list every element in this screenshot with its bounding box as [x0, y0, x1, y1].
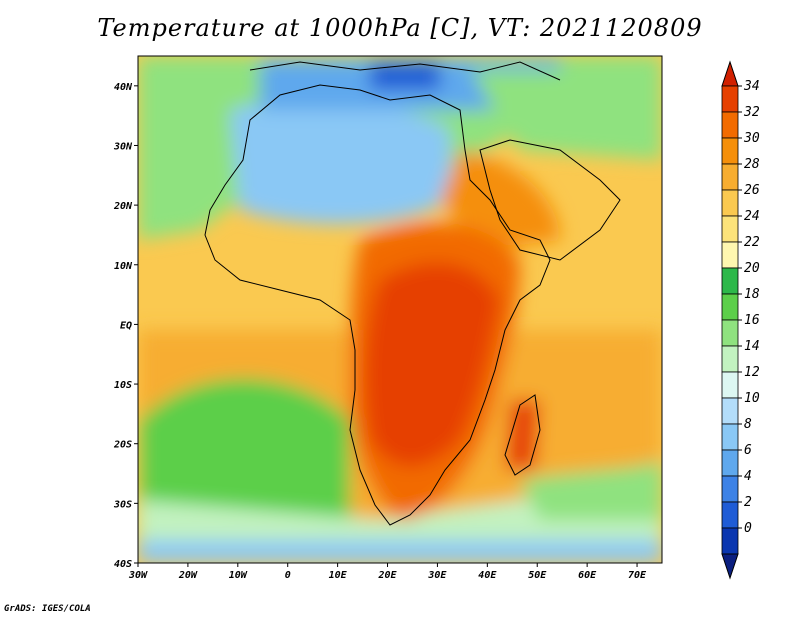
colorbar-tick-label: 26	[744, 183, 760, 198]
chart-title: Temperature at 1000hPa [C], VT: 20211208…	[97, 14, 703, 42]
colorbar-tick-label: 8	[744, 417, 752, 432]
colorbar-tick-label: 28	[744, 157, 760, 172]
y-tick-label: 30N	[113, 141, 133, 152]
colorbar-segment	[721, 527, 739, 555]
field-north-cold	[370, 60, 440, 90]
x-tick-label: 10E	[329, 570, 348, 581]
colorbar-tick-label: 22	[744, 235, 760, 250]
coastlines	[204, 61, 621, 526]
colorbar-tick-label: 20	[744, 261, 760, 276]
colorbar-tick-label: 6	[744, 443, 752, 458]
x-tick-label: 40E	[478, 570, 497, 581]
colorbar-segment	[721, 397, 739, 425]
colorbar-segment	[721, 241, 739, 269]
colorbar-tick-label: 14	[744, 339, 760, 354]
x-tick-label: 30W	[128, 570, 148, 581]
x-tick-label: 0	[285, 570, 291, 581]
x-tick-label: 50E	[528, 570, 547, 581]
field-middle-east	[470, 70, 662, 160]
field-central-africa-hot	[364, 262, 500, 467]
colorbar-tick-label: 24	[744, 209, 760, 224]
colorbar-tick-label: 4	[744, 469, 752, 484]
colorbar-segment	[721, 371, 739, 399]
colorbar-tick-label: 32	[743, 105, 760, 120]
x-tick-label: 10W	[229, 570, 248, 581]
arabia-coastline	[479, 139, 621, 261]
europe-coastline	[249, 61, 561, 81]
madagascar-coastline	[504, 394, 541, 476]
x-tick-label: 20E	[377, 570, 397, 581]
y-tick-label: 10S	[114, 380, 132, 391]
colorbar-segment	[721, 267, 739, 295]
colorbar-segment	[721, 163, 739, 191]
colorbar-segment	[721, 189, 739, 217]
colorbar-segment	[721, 111, 739, 139]
x-tick-label: 70E	[628, 570, 647, 581]
colorbar-segment	[721, 85, 739, 113]
colorbar-top-arrow	[721, 60, 739, 87]
colorbar-segment	[721, 423, 739, 451]
colorbar-tick-label: 34	[743, 79, 760, 94]
colorbar-segment	[721, 319, 739, 347]
x-tick-label: 30E	[427, 570, 447, 581]
x-tick-label: 60E	[578, 570, 597, 581]
y-tick-label: 20N	[113, 201, 133, 212]
field-red-sea-warm	[440, 150, 560, 250]
colorbar-segment	[721, 215, 739, 243]
colorbar-bottom-arrow	[721, 553, 739, 580]
map-frame	[137, 55, 663, 564]
colorbar-tick-label: 2	[744, 495, 752, 510]
y-tick-label: 10N	[114, 261, 133, 272]
field-south-atlantic-green	[140, 378, 350, 540]
temperature-field	[138, 56, 662, 563]
field-madagascar	[505, 400, 540, 470]
colorbar-segment	[721, 449, 739, 477]
colorbar-tick-label: 16	[744, 313, 760, 328]
field-sahara-cool	[230, 99, 450, 224]
field-southern-ocean	[138, 540, 662, 563]
colorbar-segment	[721, 137, 739, 165]
y-tick-label: 40S	[114, 559, 132, 570]
y-tick-label: EQ	[120, 320, 132, 331]
y-tick-label: 20S	[113, 440, 132, 451]
africa-coastline	[204, 84, 551, 526]
field-south-indian-green	[520, 460, 662, 520]
credit-label: GrADS: IGES/COLA	[4, 604, 91, 614]
colorbar-segment	[721, 293, 739, 321]
colorbar-tick-label: 0	[744, 521, 752, 536]
colorbar-tick-label: 30	[743, 131, 760, 146]
colorbar-tick-label: 10	[744, 391, 760, 406]
colorbar-segment	[721, 501, 739, 529]
y-tick-label: 40N	[114, 82, 133, 93]
map-axes: 30W 20W 10W 0 10E 20E 30E 40E 50E 60E 70E 40N 30N 20N…	[113, 82, 647, 581]
colorbar-tick-label: 12	[744, 365, 760, 380]
colorbar-segment	[721, 345, 739, 373]
y-tick-label: 30S	[113, 499, 132, 510]
field-southern-band	[138, 470, 662, 563]
colorbar-segment	[721, 475, 739, 503]
colorbar-tick-label: 18	[744, 287, 760, 302]
x-tick-label: 20W	[178, 570, 198, 581]
